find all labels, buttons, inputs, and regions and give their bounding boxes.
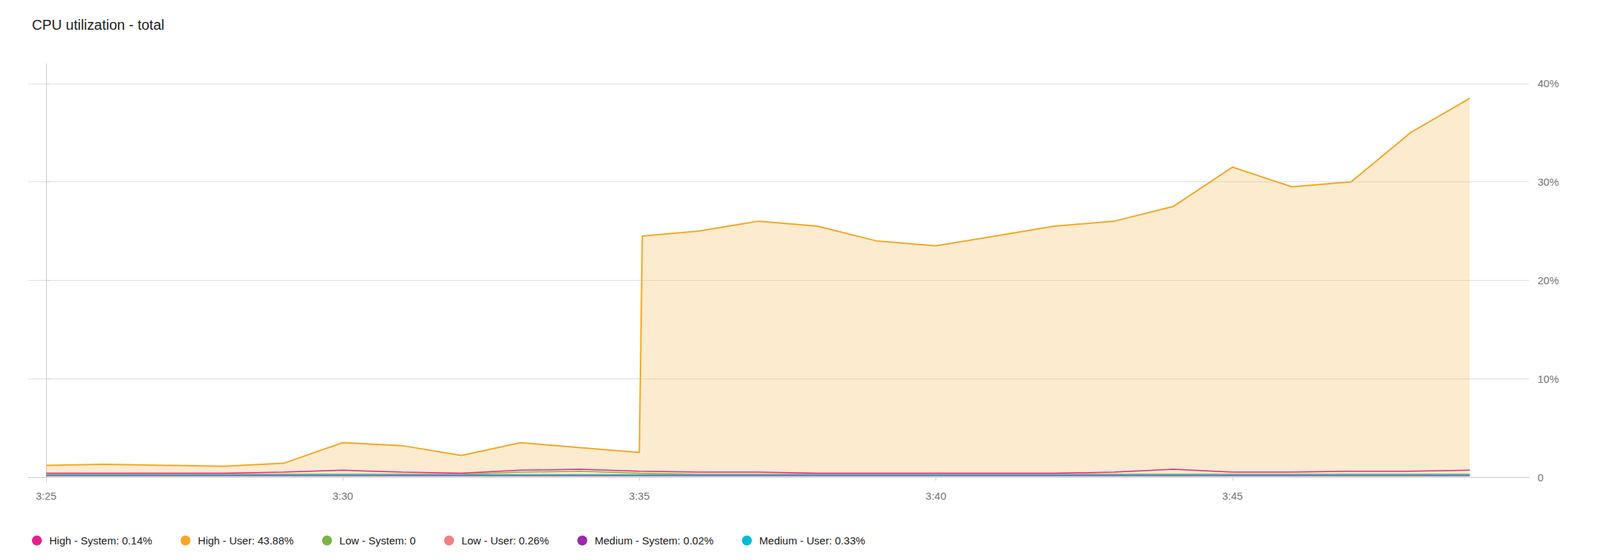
svg-text:CPU utilization - total: CPU utilization - total: [31, 17, 165, 33]
svg-text:3:30: 3:30: [332, 490, 354, 503]
svg-text:Low - System: 0: Low - System: 0: [339, 534, 417, 547]
svg-text:3:35: 3:35: [629, 490, 650, 503]
svg-text:Medium - User: 0.33%: Medium - User: 0.33%: [759, 534, 866, 547]
svg-text:High - User: 43.88%: High - User: 43.88%: [197, 534, 294, 547]
svg-text:Medium - System: 0.02%: Medium - System: 0.02%: [595, 534, 715, 547]
svg-text:20%: 20%: [1537, 274, 1559, 287]
svg-text:High - System: 0.14%: High - System: 0.14%: [49, 534, 153, 547]
svg-text:3:45: 3:45: [1221, 490, 1243, 503]
svg-text:40%: 40%: [1537, 77, 1559, 90]
svg-text:3:25: 3:25: [35, 490, 57, 503]
svg-text:10%: 10%: [1537, 373, 1559, 386]
svg-text:30%: 30%: [1537, 175, 1559, 188]
svg-text:Low - User: 0.26%: Low - User: 0.26%: [461, 534, 549, 547]
svg-text:0: 0: [1537, 471, 1544, 484]
svg-text:3:40: 3:40: [925, 490, 947, 503]
